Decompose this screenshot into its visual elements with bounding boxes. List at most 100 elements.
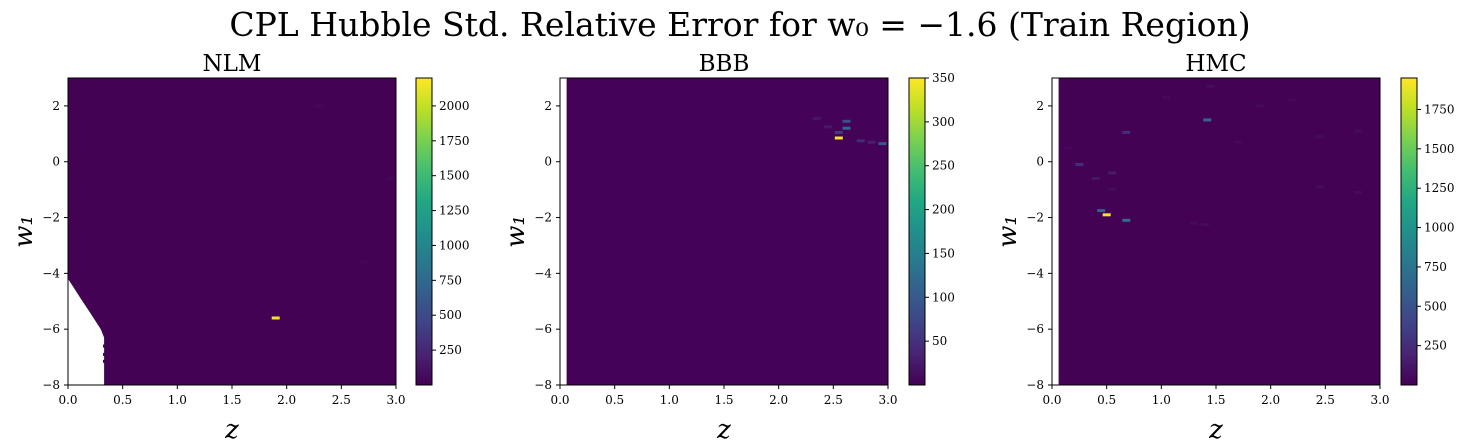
- heatmap-cell: [102, 352, 108, 356]
- colorbar-tick-label: 1500: [439, 169, 470, 183]
- heatmap-cell: [1102, 213, 1111, 217]
- heatmap-cell: [842, 126, 851, 130]
- heatmap-field: [68, 78, 396, 385]
- x-axis-label: z: [716, 415, 731, 445]
- heatmap-field: [560, 78, 888, 385]
- y-tick-label: 0: [52, 155, 60, 169]
- y-tick-label: −2: [534, 211, 552, 225]
- x-tick-label: 1.0: [1152, 393, 1171, 407]
- y-tick-label: −4: [534, 266, 552, 280]
- panel-title: BBB: [699, 51, 750, 77]
- panel-nlm: NLM 0.0 0.5 1.0 1.5 2.0 2.5 3.0 2 0 −2 −4 −6 −8 z w₁ 200…: [9, 51, 470, 445]
- colorbar: [415, 77, 433, 386]
- missing-region: [68, 278, 105, 385]
- x-tick-label: 2.5: [1316, 393, 1335, 407]
- heatmap-cell: [1162, 96, 1171, 99]
- colorbar-tick-label: 150: [932, 246, 955, 260]
- colorbar-tick-label: 250: [932, 159, 955, 173]
- heatmap-cell: [834, 130, 843, 134]
- heatmap-cell: [1233, 140, 1242, 144]
- colorbar-tick-label: 1000: [439, 238, 470, 252]
- colorbar-tick-label: 500: [1424, 299, 1447, 313]
- colorbar-tick-label: 200: [932, 203, 955, 217]
- heatmap-cell: [1354, 190, 1363, 194]
- colorbar-tick-label: 1500: [1424, 142, 1455, 156]
- heatmap-cell: [1206, 84, 1215, 88]
- panel-bbb: BBB 0.0 0.5 1.0 1.5 2.0 2.5 3.0 2 0 −2 −4 −6 −8 z w₁ 350…: [501, 51, 955, 445]
- y-tick-label: −8: [42, 378, 60, 392]
- heatmap-cell: [1201, 223, 1210, 226]
- colorbar-tick-label: 500: [439, 308, 462, 322]
- x-tick-label: 1.0: [168, 393, 187, 407]
- x-tick-label: 1.5: [1206, 393, 1225, 407]
- figure-suptitle: CPL Hubble Std. Relative Error for w₀ = …: [229, 5, 1250, 44]
- colorbar-tick-label: 100: [932, 290, 955, 304]
- x-axis-label: z: [224, 415, 239, 445]
- x-tick-label: 3.0: [878, 393, 897, 407]
- colorbar-tick-label: 1250: [439, 204, 470, 218]
- x-tick-label: 2.0: [769, 393, 788, 407]
- y-tick-label: 0: [544, 155, 552, 169]
- y-axis-label: w₁: [501, 215, 531, 248]
- x-tick-label: 2.5: [824, 393, 843, 407]
- x-tick-label: 1.5: [222, 393, 241, 407]
- colorbar-tick-label: 300: [932, 115, 955, 129]
- x-tick-label: 0.0: [1042, 393, 1061, 407]
- heatmap-cell: [823, 125, 832, 129]
- heatmap-cell: [1075, 163, 1084, 166]
- panel-hmc: HMC 0.0 0.5 1.0 1.5 2.0 2.5 3.0 2 0 −2 −4 −6 −8 z w₁ 175…: [993, 51, 1455, 445]
- heatmap-cell: [1255, 104, 1264, 108]
- heatmap-cell: [1108, 188, 1117, 192]
- heatmap-cell: [102, 344, 108, 348]
- x-tick-label: 2.0: [1261, 393, 1280, 407]
- colorbar: [908, 77, 926, 386]
- x-tick-label: 1.0: [660, 393, 679, 407]
- heatmap-cell: [1354, 129, 1363, 133]
- heatmap-cell: [1097, 209, 1106, 213]
- heatmap-cell: [1122, 218, 1131, 222]
- y-tick-label: −2: [42, 211, 60, 225]
- colorbar: [1400, 77, 1418, 386]
- colorbar-tick-label: 250: [439, 343, 462, 357]
- heatmap-cell: [867, 140, 876, 144]
- heatmap-cell: [271, 316, 280, 320]
- y-tick-label: 2: [1036, 99, 1044, 113]
- heatmap-cell: [102, 359, 108, 363]
- colorbar-tick-label: 1250: [1424, 181, 1455, 195]
- heatmap-cell: [386, 177, 395, 180]
- heatmap-cell: [1315, 135, 1324, 139]
- y-tick-label: −8: [1026, 378, 1044, 392]
- x-tick-label: 0.5: [113, 393, 132, 407]
- y-tick-label: 2: [544, 99, 552, 113]
- heatmap-cell: [1315, 185, 1324, 189]
- x-tick-label: 2.0: [277, 393, 296, 407]
- x-tick-label: 0.5: [605, 393, 624, 407]
- colorbar-tick-label: 250: [1424, 339, 1447, 353]
- heatmap-cell: [1288, 98, 1297, 102]
- x-axis-label: z: [1208, 415, 1223, 445]
- heatmap-cell: [878, 142, 887, 146]
- heatmap-cell: [1108, 171, 1117, 175]
- y-tick-label: 2: [52, 99, 60, 113]
- heatmap-cell: [1203, 118, 1212, 122]
- y-axis-label: w₁: [9, 215, 39, 248]
- y-axis-label: w₁: [993, 215, 1023, 248]
- heatmap-cell: [1091, 177, 1100, 180]
- y-tick-label: −4: [1026, 266, 1044, 280]
- heatmap-cell: [1190, 221, 1199, 225]
- heatmap-cell: [834, 136, 843, 140]
- y-tick-label: −2: [1026, 211, 1044, 225]
- heatmap-cell: [359, 260, 368, 264]
- panel-title: HMC: [1185, 51, 1246, 77]
- x-tick-label: 0.5: [1097, 393, 1116, 407]
- x-tick-label: 3.0: [1370, 393, 1389, 407]
- missing-region: [560, 78, 567, 385]
- x-tick-label: 1.5: [714, 393, 733, 407]
- heatmap-cell: [315, 104, 324, 108]
- heatmap-cell: [856, 139, 865, 143]
- colorbar-tick-label: 1750: [439, 134, 470, 148]
- x-tick-label: 0.0: [550, 393, 569, 407]
- y-tick-label: −6: [42, 322, 60, 336]
- x-tick-label: 0.0: [58, 393, 77, 407]
